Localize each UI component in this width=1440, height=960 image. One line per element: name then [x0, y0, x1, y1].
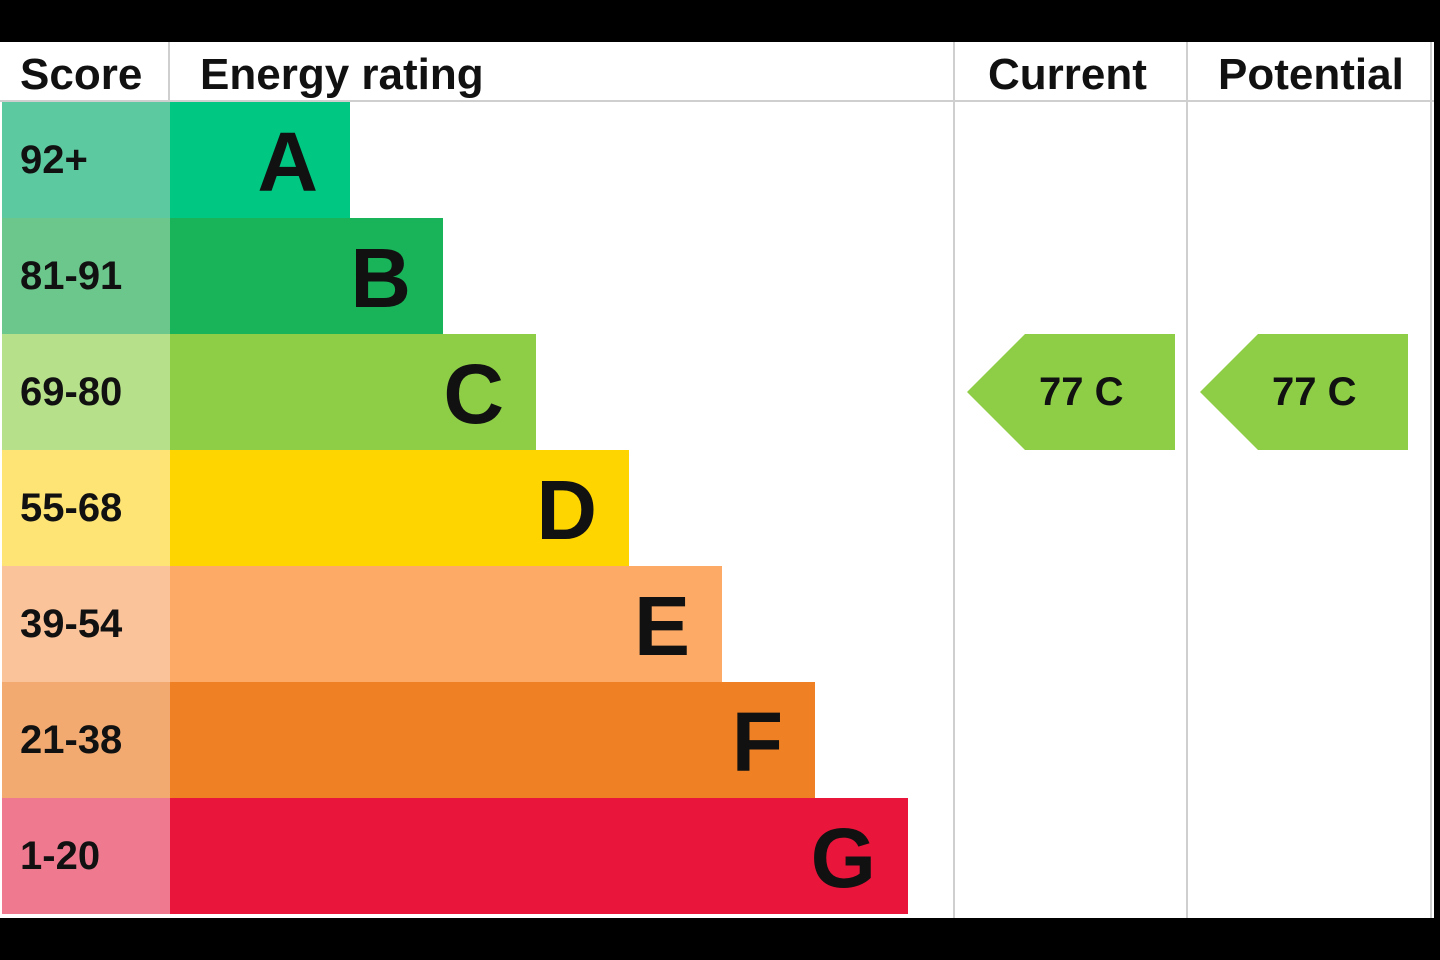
- potential-header: Potential: [1218, 50, 1404, 99]
- score-range-c: 69-80: [2, 334, 170, 450]
- current-rating-label: 77 C: [1039, 370, 1124, 414]
- epc-chart: Score Energy rating Current Potential 92…: [0, 42, 1434, 918]
- band-letter-a: A: [257, 115, 318, 209]
- score-range-f: 21-38: [2, 682, 170, 798]
- current-arrow-shape: [967, 334, 1175, 450]
- band-bar-b: B: [170, 218, 443, 334]
- right-border: [1430, 42, 1432, 918]
- band-letter-e: E: [633, 579, 690, 673]
- current-divider: [953, 42, 955, 918]
- band-letter-g: G: [810, 811, 876, 905]
- band-letter-d: D: [536, 463, 597, 557]
- score-header: Score: [20, 50, 143, 99]
- score-divider: [168, 42, 170, 102]
- band-letter-c: C: [443, 347, 504, 441]
- chart-header: Score Energy rating Current Potential: [0, 42, 1434, 102]
- band-bar-c: C: [170, 334, 536, 450]
- score-range-b: 81-91: [2, 218, 170, 334]
- potential-rating-arrow: 77 C: [1200, 334, 1408, 450]
- potential-rating-label: 77 C: [1272, 370, 1357, 414]
- energy-rating-header: Energy rating: [200, 50, 484, 99]
- current-rating-arrow: 77 C: [967, 334, 1175, 450]
- score-range-a: 92+: [2, 102, 170, 218]
- score-range-g: 1-20: [2, 798, 170, 914]
- score-range-e: 39-54: [2, 566, 170, 682]
- band-letter-f: F: [731, 695, 783, 789]
- potential-divider: [1186, 42, 1188, 918]
- band-bar-g: G: [170, 798, 908, 914]
- band-bar-a: A: [170, 102, 350, 218]
- score-range-d: 55-68: [2, 450, 170, 566]
- current-header: Current: [988, 50, 1147, 99]
- band-letter-b: B: [350, 231, 411, 325]
- band-bar-f: F: [170, 682, 815, 798]
- band-bar-d: D: [170, 450, 629, 566]
- band-bar-e: E: [170, 566, 722, 682]
- potential-arrow-shape: [1200, 334, 1408, 450]
